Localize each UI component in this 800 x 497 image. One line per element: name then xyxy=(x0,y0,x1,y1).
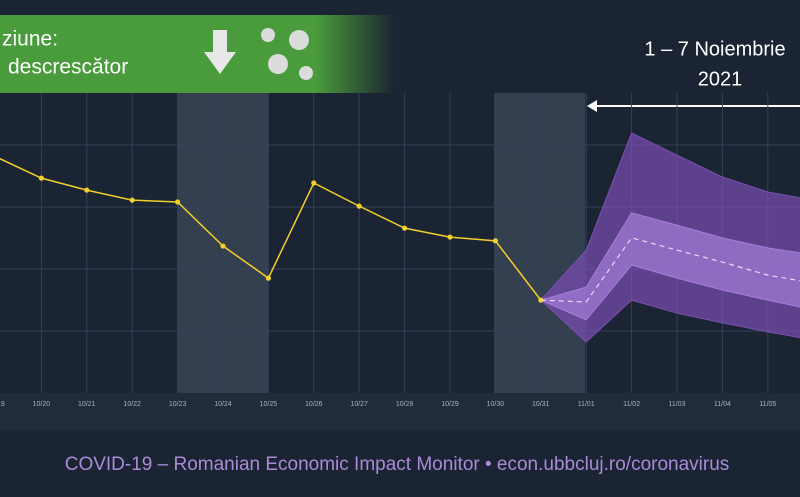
x-tick-label: 11/01 xyxy=(578,401,595,408)
x-tick-label: 10/31 xyxy=(532,401,550,408)
virus-icons xyxy=(261,28,313,80)
x-tick-label: 10/29 xyxy=(441,401,459,408)
weekend-shade xyxy=(494,93,585,393)
point xyxy=(447,234,453,240)
footer: COVID-19 – Romanian Economic Impact Moni… xyxy=(65,454,730,475)
x-tick-label: 11/02 xyxy=(623,401,640,408)
period-arrowhead xyxy=(587,100,597,112)
point xyxy=(175,199,181,205)
x-tick-label: 10/23 xyxy=(169,401,187,408)
x-tick-label: 10/27 xyxy=(350,401,368,408)
x-tick-label: 10/22 xyxy=(123,401,141,408)
x-tick-label: 10/21 xyxy=(78,401,96,408)
plot: 10/19 10/20 10/21 10/22 10/23 10/24 10/25 10/26… xyxy=(0,93,800,408)
forecast-band xyxy=(539,212,800,321)
point xyxy=(129,197,135,203)
x-tick-label: 10/25 xyxy=(260,401,278,408)
period-year: 2021 xyxy=(698,68,743,90)
x-tick-label: 10/24 xyxy=(214,401,232,408)
banner-text: descrescător xyxy=(8,56,128,79)
x-tick-label: 10/30 xyxy=(487,401,505,408)
point xyxy=(492,238,498,244)
point xyxy=(84,187,90,193)
x-tick-label: 10/19 xyxy=(0,401,5,408)
period-dates: 1 – 7 Noiembrie xyxy=(644,38,785,60)
x-tick-label: 11/04 xyxy=(714,401,731,408)
point xyxy=(220,243,226,249)
down-arrow-icon xyxy=(204,30,236,74)
x-tick-label: 10/28 xyxy=(396,401,414,408)
banner-text: ziune: xyxy=(2,28,58,51)
banner xyxy=(0,15,395,93)
point xyxy=(356,203,362,209)
x-tick-label: 10/20 xyxy=(33,401,51,408)
x-tick-label: 11/03 xyxy=(669,401,686,408)
point xyxy=(265,275,271,281)
point xyxy=(311,180,317,186)
axis-strip xyxy=(0,393,800,430)
x-tick-label: 10/26 xyxy=(305,401,323,408)
point xyxy=(38,175,45,181)
x-tick-label: 11/05 xyxy=(759,401,776,408)
point xyxy=(402,225,408,231)
series-line xyxy=(540,237,800,303)
